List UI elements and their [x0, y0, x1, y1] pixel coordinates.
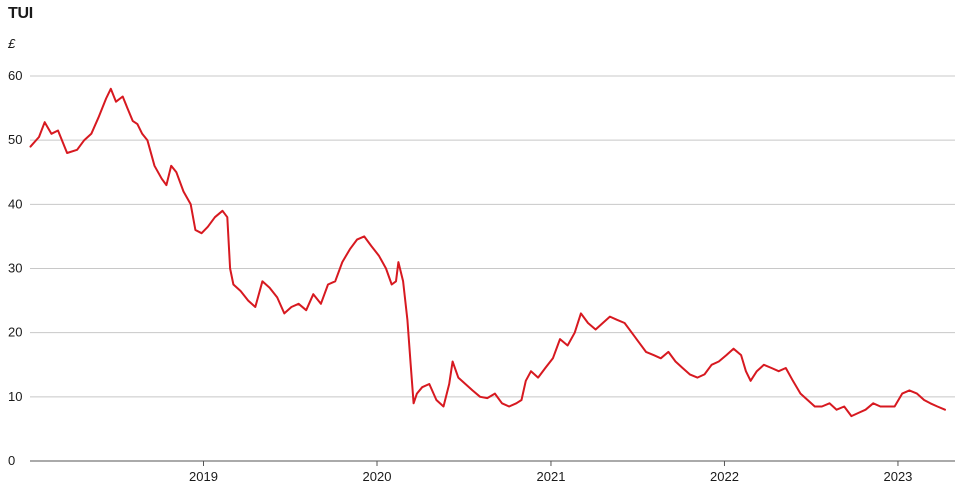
x-tick-label: 2021: [537, 469, 566, 484]
series-layer: [29, 87, 946, 418]
y-tick-label: 50: [8, 132, 22, 147]
y-tick-label: 40: [8, 196, 22, 211]
chart-unit-label: £: [8, 36, 16, 51]
x-tick-label: 2023: [883, 469, 912, 484]
x-tick-label: 2020: [363, 469, 392, 484]
y-tick-label: 0: [8, 453, 15, 468]
y-tick-label: 20: [8, 325, 22, 340]
y-tick-label: 30: [8, 261, 22, 276]
x-axis-ticks: 2019 2020 2021 2022 2023: [189, 461, 912, 484]
y-tick-label: 10: [8, 389, 22, 404]
x-tick-label: 2019: [189, 469, 218, 484]
y-axis-ticks: 0 10 20 30 40 50 60: [8, 68, 22, 468]
chart-title: TUI: [8, 5, 33, 22]
series-line: [29, 87, 946, 418]
x-tick-label: 2022: [710, 469, 739, 484]
gridlines: [30, 75, 955, 462]
y-tick-label: 60: [8, 68, 22, 83]
